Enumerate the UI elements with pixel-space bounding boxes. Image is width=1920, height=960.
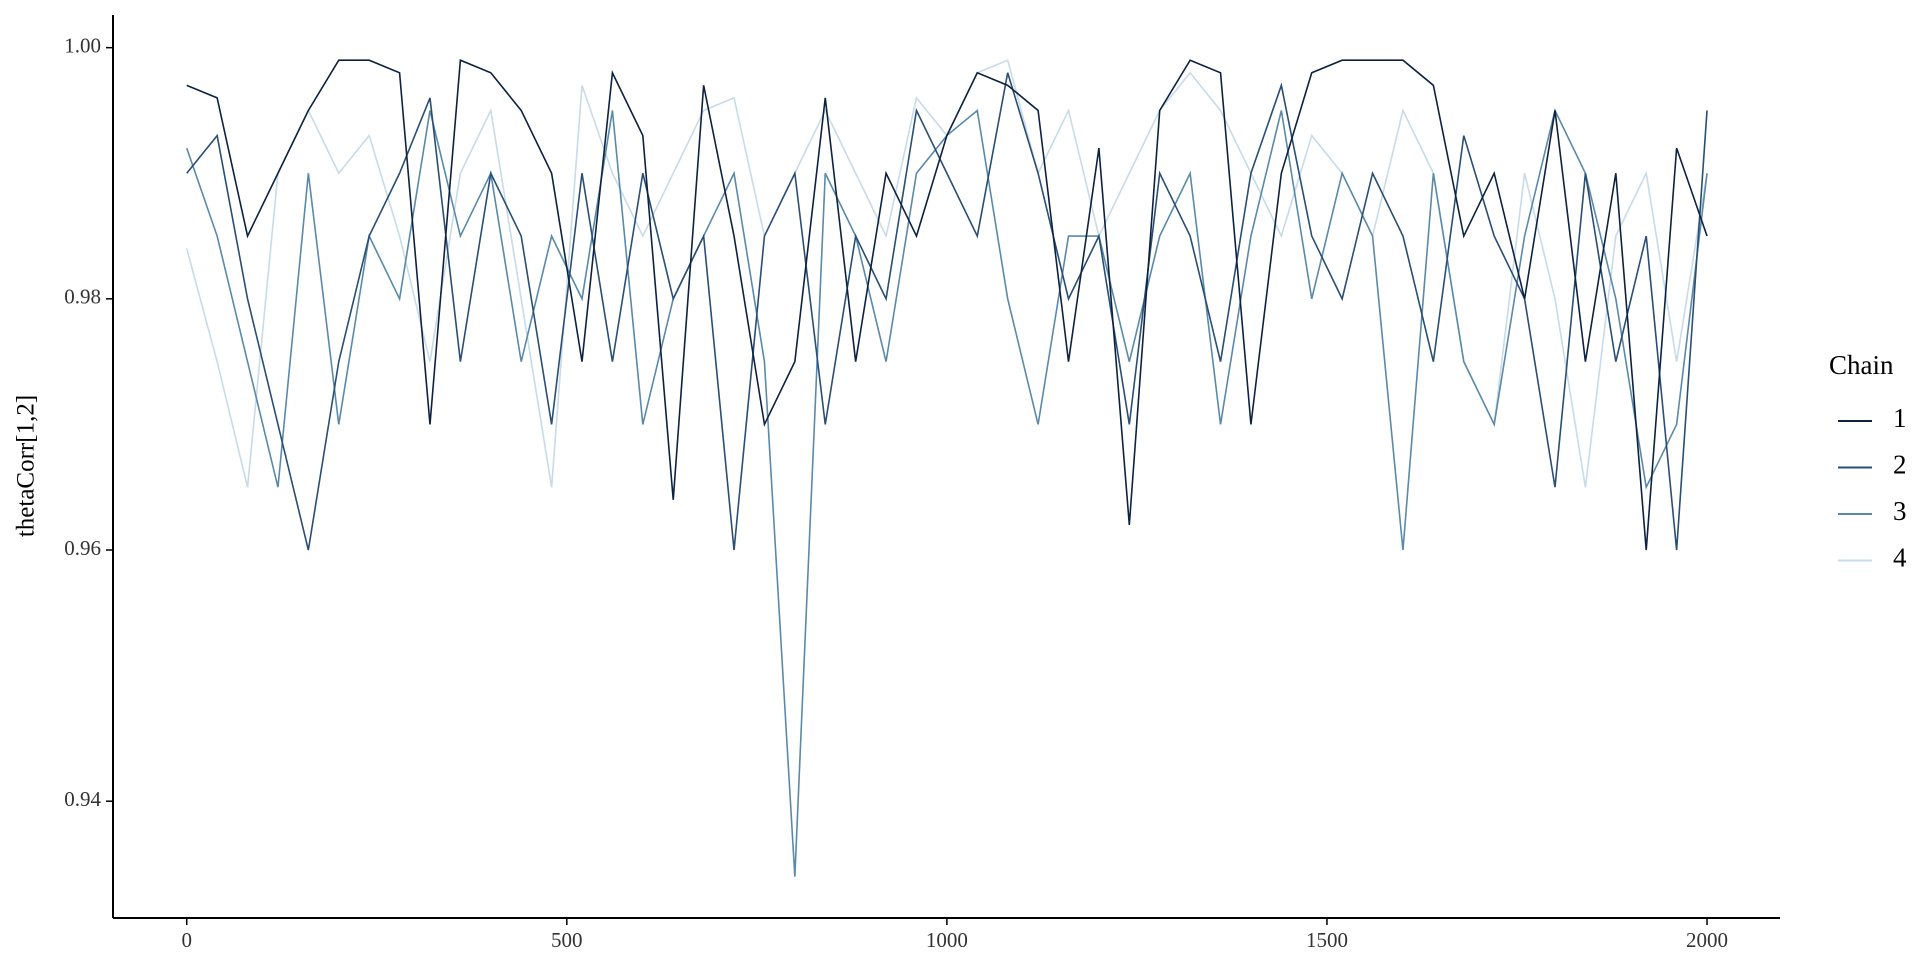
series-line — [185, 59, 1708, 488]
y-axis-label: thetaCorr[1,2] — [13, 395, 40, 537]
legend-label: 3 — [1893, 496, 1907, 526]
series-line — [186, 72, 1708, 551]
y-tick-label: 0.96 — [64, 536, 101, 560]
x-tick-label: 500 — [551, 928, 583, 952]
y-tick-label: 0.98 — [64, 285, 101, 309]
legend-title: Chain — [1829, 350, 1894, 380]
x-tick-label: 1500 — [1306, 928, 1348, 952]
y-tick-label: 1.00 — [64, 33, 101, 57]
series-line — [185, 108, 1708, 877]
y-tick-label: 0.94 — [64, 787, 101, 811]
x-tick-label: 1000 — [926, 928, 968, 952]
series-line — [186, 59, 1708, 551]
legend-label: 2 — [1893, 450, 1907, 480]
x-tick-label: 0 — [181, 928, 192, 952]
legend-label: 4 — [1893, 543, 1907, 573]
x-tick-label: 2000 — [1686, 928, 1728, 952]
legend-label: 1 — [1893, 403, 1907, 433]
